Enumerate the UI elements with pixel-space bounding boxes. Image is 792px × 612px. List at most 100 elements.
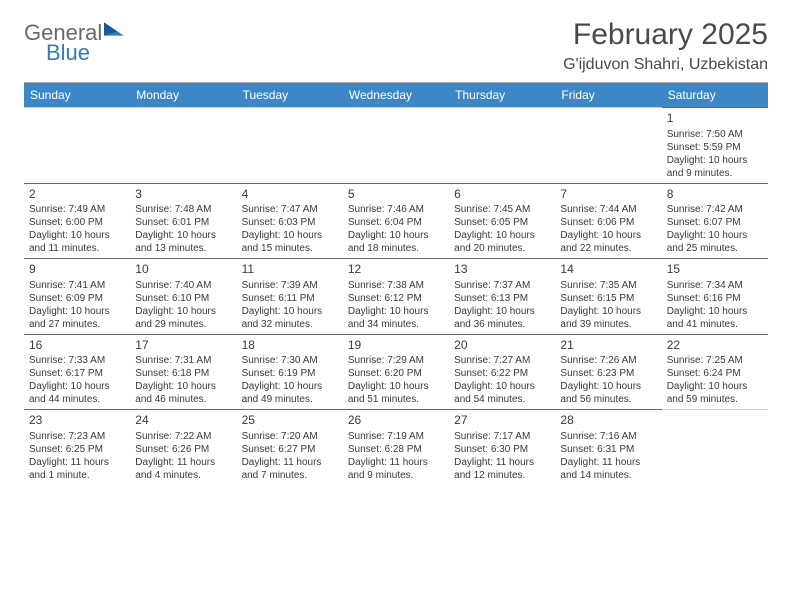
sunset-text: Sunset: 6:10 PM: [135, 292, 231, 305]
sunset-text: Sunset: 6:17 PM: [29, 367, 125, 380]
sunrise-text: Sunrise: 7:30 AM: [242, 354, 338, 367]
daylight-text: Daylight: 10 hours: [135, 229, 231, 242]
sunrise-text: Sunrise: 7:42 AM: [667, 203, 763, 216]
day-number: 4: [242, 187, 338, 203]
day-label: Thursday: [449, 83, 555, 107]
sunrise-text: Sunrise: 7:34 AM: [667, 279, 763, 292]
day-cell: 18Sunrise: 7:30 AMSunset: 6:19 PMDayligh…: [237, 334, 343, 410]
empty-cell: [555, 107, 661, 183]
daylight-text: and 39 minutes.: [560, 318, 656, 331]
daylight-text: Daylight: 10 hours: [560, 380, 656, 393]
daylight-text: Daylight: 10 hours: [348, 229, 444, 242]
day-cell: 26Sunrise: 7:19 AMSunset: 6:28 PMDayligh…: [343, 409, 449, 485]
daylight-text: and 44 minutes.: [29, 393, 125, 406]
daylight-text: Daylight: 10 hours: [29, 305, 125, 318]
day-number: 15: [667, 262, 763, 278]
daylight-text: and 18 minutes.: [348, 242, 444, 255]
day-number: 16: [29, 338, 125, 354]
day-cell: 12Sunrise: 7:38 AMSunset: 6:12 PMDayligh…: [343, 258, 449, 334]
day-cell: 16Sunrise: 7:33 AMSunset: 6:17 PMDayligh…: [24, 334, 130, 410]
day-number: 20: [454, 338, 550, 354]
daylight-text: Daylight: 10 hours: [454, 229, 550, 242]
day-cell: 14Sunrise: 7:35 AMSunset: 6:15 PMDayligh…: [555, 258, 661, 334]
day-number: 24: [135, 413, 231, 429]
day-cell: 22Sunrise: 7:25 AMSunset: 6:24 PMDayligh…: [662, 334, 768, 410]
daylight-text: Daylight: 10 hours: [242, 305, 338, 318]
daylight-text: Daylight: 11 hours: [560, 456, 656, 469]
day-number: 25: [242, 413, 338, 429]
day-label: Monday: [130, 83, 236, 107]
day-cell: 5Sunrise: 7:46 AMSunset: 6:04 PMDaylight…: [343, 183, 449, 259]
day-cell: 28Sunrise: 7:16 AMSunset: 6:31 PMDayligh…: [555, 409, 661, 485]
day-number: 18: [242, 338, 338, 354]
day-number: 3: [135, 187, 231, 203]
sunrise-text: Sunrise: 7:45 AM: [454, 203, 550, 216]
day-number: 19: [348, 338, 444, 354]
sunrise-text: Sunrise: 7:50 AM: [667, 128, 763, 141]
logo-triangle-icon: [104, 18, 126, 40]
daylight-text: and 1 minute.: [29, 469, 125, 482]
daylight-text: and 12 minutes.: [454, 469, 550, 482]
sunrise-text: Sunrise: 7:27 AM: [454, 354, 550, 367]
day-number: 2: [29, 187, 125, 203]
daylight-text: and 46 minutes.: [135, 393, 231, 406]
day-cell: 9Sunrise: 7:41 AMSunset: 6:09 PMDaylight…: [24, 258, 130, 334]
empty-cell: [449, 107, 555, 183]
sunrise-text: Sunrise: 7:48 AM: [135, 203, 231, 216]
daylight-text: Daylight: 11 hours: [29, 456, 125, 469]
daylight-text: and 29 minutes.: [135, 318, 231, 331]
daylight-text: and 27 minutes.: [29, 318, 125, 331]
daylight-text: and 11 minutes.: [29, 242, 125, 255]
empty-cell: [130, 107, 236, 183]
daylight-text: Daylight: 10 hours: [29, 229, 125, 242]
daylight-text: Daylight: 10 hours: [242, 380, 338, 393]
daylight-text: Daylight: 11 hours: [348, 456, 444, 469]
daylight-text: Daylight: 10 hours: [454, 380, 550, 393]
sunrise-text: Sunrise: 7:47 AM: [242, 203, 338, 216]
title-block: February 2025 G'ijduvon Shahri, Uzbekist…: [563, 18, 768, 74]
sunset-text: Sunset: 6:11 PM: [242, 292, 338, 305]
daylight-text: Daylight: 11 hours: [135, 456, 231, 469]
sunset-text: Sunset: 6:01 PM: [135, 216, 231, 229]
day-number: 10: [135, 262, 231, 278]
calendar-grid: SundayMondayTuesdayWednesdayThursdayFrid…: [24, 83, 768, 485]
sunset-text: Sunset: 6:30 PM: [454, 443, 550, 456]
sunrise-text: Sunrise: 7:17 AM: [454, 430, 550, 443]
sunset-text: Sunset: 6:23 PM: [560, 367, 656, 380]
sunrise-text: Sunrise: 7:37 AM: [454, 279, 550, 292]
daylight-text: and 32 minutes.: [242, 318, 338, 331]
day-cell: 27Sunrise: 7:17 AMSunset: 6:30 PMDayligh…: [449, 409, 555, 485]
daylight-text: Daylight: 11 hours: [454, 456, 550, 469]
day-number: 14: [560, 262, 656, 278]
day-cell: 2Sunrise: 7:49 AMSunset: 6:00 PMDaylight…: [24, 183, 130, 259]
sunrise-text: Sunrise: 7:25 AM: [667, 354, 763, 367]
daylight-text: and 34 minutes.: [348, 318, 444, 331]
day-cell: 23Sunrise: 7:23 AMSunset: 6:25 PMDayligh…: [24, 409, 130, 485]
empty-cell: [237, 107, 343, 183]
day-number: 21: [560, 338, 656, 354]
empty-cell: [662, 409, 768, 485]
daylight-text: and 13 minutes.: [135, 242, 231, 255]
sunrise-text: Sunrise: 7:19 AM: [348, 430, 444, 443]
sunrise-text: Sunrise: 7:22 AM: [135, 430, 231, 443]
day-number: 8: [667, 187, 763, 203]
sunset-text: Sunset: 6:03 PM: [242, 216, 338, 229]
sunset-text: Sunset: 6:20 PM: [348, 367, 444, 380]
daylight-text: Daylight: 10 hours: [348, 380, 444, 393]
daylight-text: Daylight: 11 hours: [242, 456, 338, 469]
day-number: 11: [242, 262, 338, 278]
daylight-text: and 56 minutes.: [560, 393, 656, 406]
sunrise-text: Sunrise: 7:39 AM: [242, 279, 338, 292]
daylight-text: Daylight: 10 hours: [242, 229, 338, 242]
day-label: Friday: [555, 83, 661, 107]
sunset-text: Sunset: 6:19 PM: [242, 367, 338, 380]
day-cell: 4Sunrise: 7:47 AMSunset: 6:03 PMDaylight…: [237, 183, 343, 259]
daylight-text: Daylight: 10 hours: [29, 380, 125, 393]
page-title: February 2025: [563, 18, 768, 52]
daylight-text: Daylight: 10 hours: [667, 305, 763, 318]
day-cell: 24Sunrise: 7:22 AMSunset: 6:26 PMDayligh…: [130, 409, 236, 485]
day-cell: 3Sunrise: 7:48 AMSunset: 6:01 PMDaylight…: [130, 183, 236, 259]
sunset-text: Sunset: 6:22 PM: [454, 367, 550, 380]
sunset-text: Sunset: 6:15 PM: [560, 292, 656, 305]
daylight-text: and 36 minutes.: [454, 318, 550, 331]
